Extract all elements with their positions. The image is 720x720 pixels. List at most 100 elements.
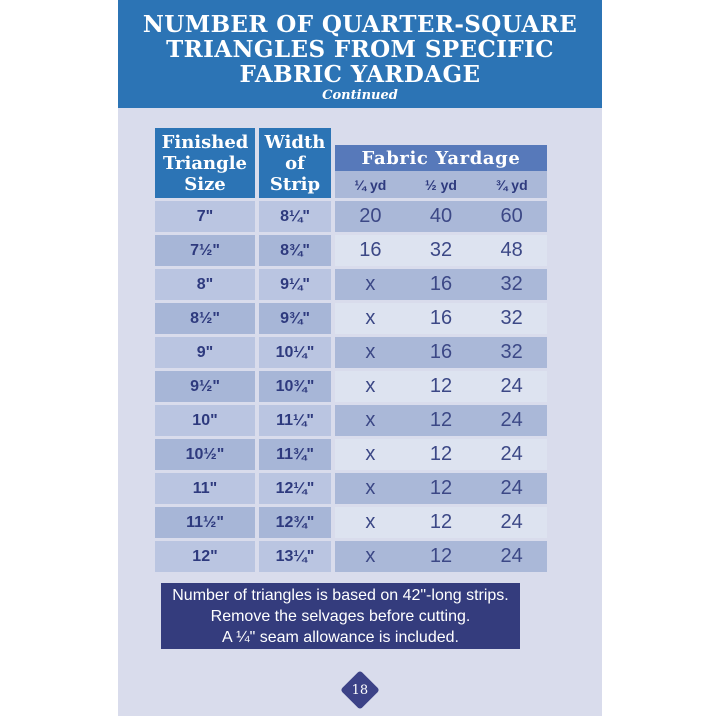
strip-width-cell: 11¾" <box>259 439 331 470</box>
page-subtitle: Continued <box>322 88 398 103</box>
finished-size-cell: 7½" <box>155 235 255 266</box>
fabric-yardage-header: Fabric Yardage <box>335 145 547 171</box>
finished-size-cell: 12" <box>155 541 255 572</box>
three-quarter-yd-value: 24 <box>500 511 523 533</box>
page-title-line: TRIANGLES FROM SPECIFIC <box>166 36 554 63</box>
three-quarter-yd-value: 24 <box>500 477 523 499</box>
table-row: 10½" 11¾" x 12 24 <box>155 439 547 470</box>
content-column: NUMBER OF QUARTER-SQUARE TRIANGLES FROM … <box>118 0 602 716</box>
yardage-subheaders: ¼ yd ½ yd ¾ yd <box>335 171 547 198</box>
finished-size-cell: 10½" <box>155 439 255 470</box>
finished-size-cell: 8½" <box>155 303 255 334</box>
three-quarter-yd-value: 24 <box>500 409 523 431</box>
footnote-box: Number of triangles is based on 42"-long… <box>161 583 520 649</box>
strip-width-cell: 13¼" <box>259 541 331 572</box>
half-yd-value: 12 <box>429 409 453 431</box>
fabric-yardage-header-group: Fabric Yardage ¼ yd ½ yd ¾ yd <box>335 128 547 198</box>
half-yd-value: 12 <box>429 375 453 397</box>
page-header: NUMBER OF QUARTER-SQUARE TRIANGLES FROM … <box>118 0 602 108</box>
strip-width-cell: 12¼" <box>259 473 331 504</box>
strip-width-cell: 9¼" <box>259 269 331 300</box>
yardage-values: x 16 32 <box>335 269 547 300</box>
quarter-yd-value: x <box>365 443 376 465</box>
half-yd-value: 32 <box>429 239 453 261</box>
quarter-yd-value: x <box>365 545 376 567</box>
strip-width-cell: 10¾" <box>259 371 331 402</box>
three-quarter-yd-value: 24 <box>500 545 523 567</box>
strip-width-cell: 8¾" <box>259 235 331 266</box>
page-number-badge: 18 <box>340 670 380 710</box>
quarter-yd-header: ¼ yd <box>354 176 387 193</box>
yardage-values: x 12 24 <box>335 371 547 402</box>
yardage-values: x 16 32 <box>335 337 547 368</box>
strip-width-cell: 10¼" <box>259 337 331 368</box>
three-quarter-yd-value: 60 <box>500 205 523 227</box>
yardage-values: x 12 24 <box>335 439 547 470</box>
strip-width-cell: 8¼" <box>259 201 331 232</box>
quarter-yd-value: x <box>365 477 376 499</box>
table-header: Finished Triangle Size Width of Strip Fa… <box>155 128 547 198</box>
quarter-yd-value: x <box>365 307 376 329</box>
yardage-values: 20 40 60 <box>335 201 547 232</box>
quarter-yd-value: x <box>365 273 376 295</box>
yardage-values: 16 32 48 <box>335 235 547 266</box>
table-row: 9½" 10¾" x 12 24 <box>155 371 547 402</box>
page-title-line: NUMBER OF QUARTER-SQUARE <box>142 11 578 38</box>
yardage-values: x 16 32 <box>335 303 547 334</box>
finished-size-header: Finished Triangle Size <box>155 128 255 198</box>
three-quarter-yd-header: ¾ yd <box>495 176 528 193</box>
three-quarter-yd-value: 24 <box>500 375 523 397</box>
yardage-values: x 12 24 <box>335 405 547 436</box>
quarter-yd-value: x <box>365 409 376 431</box>
table-row: 9" 10¼" x 16 32 <box>155 337 547 368</box>
half-yd-value: 12 <box>429 511 453 533</box>
quarter-yd-value: 16 <box>359 239 382 261</box>
table-row: 8½" 9¾" x 16 32 <box>155 303 547 334</box>
three-quarter-yd-value: 24 <box>500 443 523 465</box>
strip-width-cell: 12¾" <box>259 507 331 538</box>
yardage-values: x 12 24 <box>335 541 547 572</box>
table-row: 8" 9¼" x 16 32 <box>155 269 547 300</box>
strip-width-header: Width of Strip <box>259 128 331 198</box>
table-row: 12" 13¼" x 12 24 <box>155 541 547 572</box>
half-yd-value: 16 <box>429 307 453 329</box>
quarter-yd-value: 20 <box>359 205 382 227</box>
half-yd-value: 16 <box>429 273 453 295</box>
half-yd-value: 16 <box>429 341 453 363</box>
quarter-yd-value: x <box>365 341 376 363</box>
three-quarter-yd-value: 48 <box>500 239 523 261</box>
three-quarter-yd-value: 32 <box>500 273 523 295</box>
finished-size-cell: 11" <box>155 473 255 504</box>
page-number: 18 <box>351 682 369 698</box>
yardage-values: x 12 24 <box>335 507 547 538</box>
footnote-line: Number of triangles is based on 42"-long… <box>172 586 509 604</box>
three-quarter-yd-value: 32 <box>500 341 523 363</box>
strip-width-cell: 9¾" <box>259 303 331 334</box>
finished-size-cell: 9" <box>155 337 255 368</box>
half-yd-value: 40 <box>429 205 453 227</box>
quarter-yd-value: x <box>365 375 376 397</box>
finished-size-cell: 9½" <box>155 371 255 402</box>
quarter-yd-value: x <box>365 511 376 533</box>
half-yd-value: 12 <box>429 477 453 499</box>
strip-width-cell: 11¼" <box>259 405 331 436</box>
table-body: 7" 8¼" 20 40 60 7½" 8¾" 16 32 48 <box>155 201 547 572</box>
header-spacer <box>335 128 547 145</box>
footnote-line: A ¼" seam allowance is included. <box>222 628 459 646</box>
footnote-line: Remove the selvages before cutting. <box>210 607 471 625</box>
table-row: 7" 8¼" 20 40 60 <box>155 201 547 232</box>
table-row: 7½" 8¾" 16 32 48 <box>155 235 547 266</box>
finished-size-cell: 11½" <box>155 507 255 538</box>
table-row: 11" 12¼" x 12 24 <box>155 473 547 504</box>
half-yd-header: ½ yd <box>425 176 457 193</box>
yardage-values: x 12 24 <box>335 473 547 504</box>
finished-size-cell: 8" <box>155 269 255 300</box>
table-row: 10" 11¼" x 12 24 <box>155 405 547 436</box>
table-row: 11½" 12¾" x 12 24 <box>155 507 547 538</box>
half-yd-value: 12 <box>429 545 453 567</box>
finished-size-cell: 10" <box>155 405 255 436</box>
finished-size-cell: 7" <box>155 201 255 232</box>
three-quarter-yd-value: 32 <box>500 307 523 329</box>
half-yd-value: 12 <box>429 443 453 465</box>
